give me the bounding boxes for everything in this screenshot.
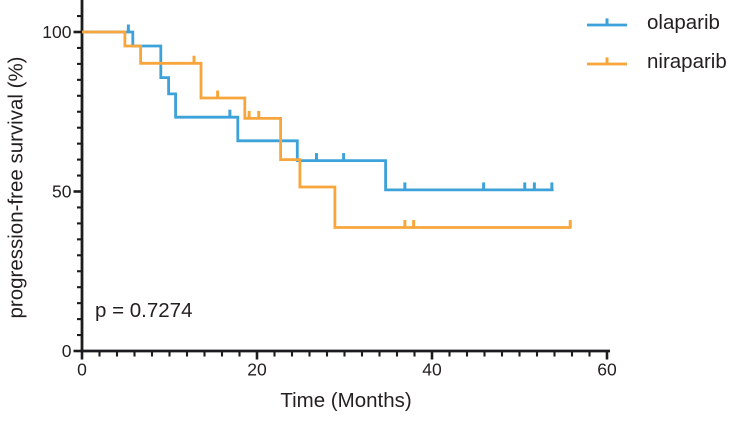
legend-marker-niraparib	[587, 56, 627, 65]
svg-text:40: 40	[422, 360, 442, 380]
svg-text:20: 20	[247, 360, 267, 380]
svg-text:60: 60	[597, 360, 617, 380]
series-niraparib	[82, 30, 572, 229]
series-olaparib	[82, 24, 554, 192]
svg-text:50: 50	[52, 182, 72, 202]
legend-label-niraparib: niraparib	[647, 49, 727, 73]
legend-item-olaparib: olaparib	[587, 7, 727, 38]
p-value-annotation: p = 0.7274	[95, 299, 193, 322]
legend: olaparib niraparib	[587, 7, 727, 85]
y-axis-title: progression-free survival (%)	[4, 56, 28, 319]
axes	[73, 0, 610, 360]
legend-marker-olaparib	[587, 17, 627, 26]
legend-label-olaparib: olaparib	[647, 10, 720, 34]
legend-item-niraparib: niraparib	[587, 46, 727, 77]
x-axis-title: Time (Months)	[280, 389, 412, 412]
svg-text:100: 100	[42, 22, 71, 42]
svg-text:0: 0	[77, 360, 87, 380]
tick-labels: 100 50 00 20 40 60	[42, 22, 617, 379]
svg-text:0: 0	[62, 341, 72, 361]
